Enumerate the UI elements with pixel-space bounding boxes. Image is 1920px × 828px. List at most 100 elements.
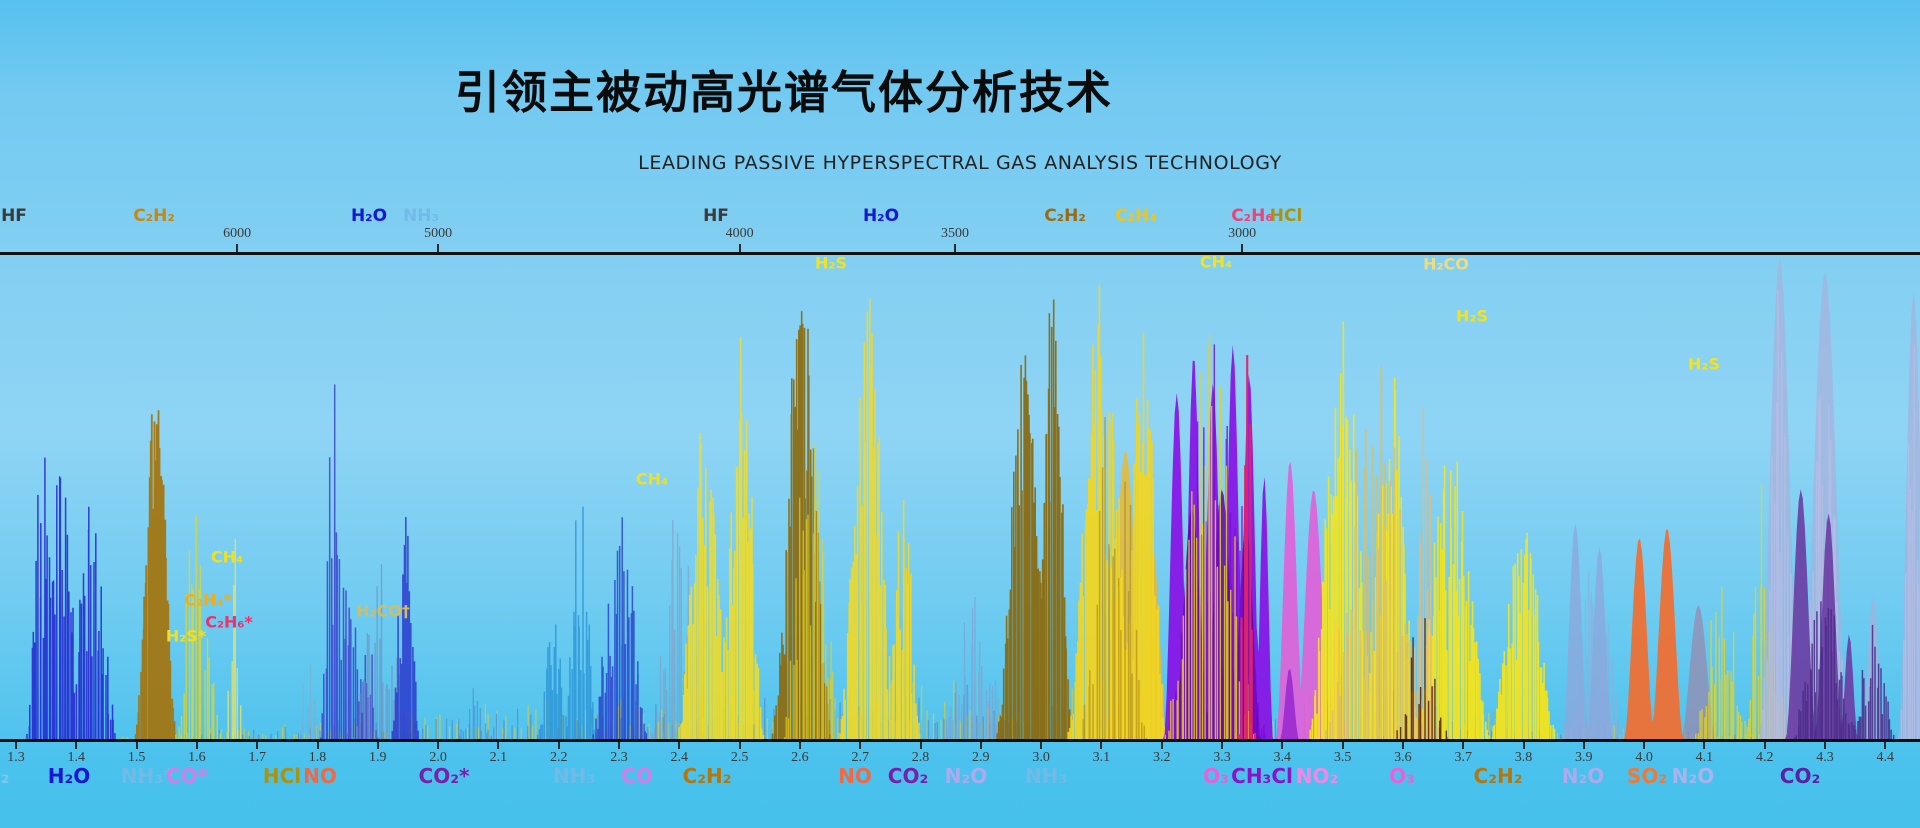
inline-species-label: H₂S	[815, 253, 847, 273]
species-label-bottom: SO₂	[1626, 764, 1668, 788]
species-label-top: H₂O	[862, 206, 900, 226]
species-label-bottom: NO	[303, 764, 337, 788]
bottom-axis-tick	[1281, 742, 1284, 749]
page-title: 引领主被动高光谱气体分析技术	[454, 66, 1114, 119]
bottom-axis-tick	[135, 742, 138, 749]
bottom-axis-tick-label: 2.9	[972, 750, 990, 765]
bottom-axis-tick-label: 2.1	[489, 750, 508, 765]
bottom-axis-tick-label: 4.3	[1816, 750, 1834, 765]
band-band-3.00-brown	[996, 299, 1072, 740]
bottom-axis-tick-label: 2.8	[911, 750, 930, 765]
inline-species-label: C₂H₆*	[205, 612, 253, 632]
bottom-axis-tick	[557, 742, 560, 749]
band-band-2.06-blue	[458, 688, 492, 740]
bottom-axis-tick	[75, 742, 78, 749]
bottom-axis-tick	[798, 742, 801, 749]
inline-species-label: H₂S	[1456, 306, 1488, 326]
inline-species-label: H₂S*	[165, 626, 207, 646]
species-label-bottom: NO₂	[1295, 764, 1339, 788]
bottom-axis-tick	[497, 742, 500, 749]
bottom-axis-tick-label: 1.3	[7, 750, 25, 765]
band-band-2.20-cyan	[536, 506, 597, 740]
band-co2-indigo-lines	[1793, 601, 1895, 740]
bottom-axis-tick	[738, 742, 741, 749]
bottom-axis-tick	[1703, 742, 1706, 749]
species-label-bottom: CO₂	[1779, 764, 1821, 788]
band-orchid-sub-purple	[1276, 668, 1307, 740]
top-axis-tick	[953, 244, 956, 252]
species-label-bottom: C₂H₂	[682, 764, 732, 788]
band-band-2.71-yellow	[839, 298, 921, 740]
species-label-top: C₂H₄	[1115, 206, 1157, 226]
band-crimson-streaks	[1237, 355, 1257, 740]
band-band-2.60-olive	[771, 311, 831, 740]
bottom-axis-tick-label: 3.9	[1575, 750, 1593, 765]
species-label-top: C₂H₆	[1231, 206, 1273, 226]
bottom-axis-tick	[979, 742, 982, 749]
bottom-axis-tick	[678, 742, 681, 749]
bottom-axis-tick	[316, 742, 319, 749]
band-band-1.78-gray	[300, 664, 318, 740]
species-label-bottom: N₂O	[1671, 764, 1715, 788]
bottom-axis-tick	[859, 742, 862, 749]
page-subtitle: LEADING PASSIVE HYPERSPECTRAL GAS ANALYS…	[638, 152, 1282, 174]
bottom-axis-tick	[195, 742, 198, 749]
band-band-1.60-yellow	[175, 515, 221, 740]
band-no2-orchid	[1270, 462, 1352, 740]
band-band-1.66-paleyellow	[227, 539, 242, 740]
species-label-top: C₂H₂	[1044, 206, 1086, 226]
bottom-axis-tick	[1040, 742, 1043, 749]
species-label-bottom: CO₂*	[418, 764, 470, 788]
band-band-1.95-blue	[391, 517, 419, 740]
bottom-axis-tick-label: 3.6	[1394, 750, 1412, 765]
species-label-top: HCl	[1269, 206, 1303, 226]
inline-species-label: H₂CO†	[356, 601, 410, 621]
top-axis-tick	[1241, 244, 1244, 252]
bottom-axis-tick-label: 1.4	[67, 750, 86, 765]
bottom-axis-tick-label: 3.8	[1514, 750, 1533, 765]
species-label-bottom: N₂O	[944, 764, 988, 788]
species-label-bottom: O₃	[1389, 764, 1415, 788]
band-h2o-1.38-blue	[26, 457, 116, 740]
band-band-2.62-yellow	[783, 444, 841, 740]
bottom-axis-tick-label: 1.6	[188, 750, 206, 765]
bottom-axis-tick	[1763, 742, 1766, 749]
bottom-axis-tick-label: 1.7	[248, 750, 266, 765]
inline-species-label: C₂H₄*	[184, 590, 232, 610]
bottom-axis-tick-label: 1.8	[308, 750, 327, 765]
bottom-axis-tick	[1100, 742, 1103, 749]
bottom-axis-tick-label: 2.7	[851, 750, 869, 765]
species-label-bottom: H₂O	[47, 764, 91, 788]
bottom-axis-tick	[1160, 742, 1163, 749]
bottom-axis-tick-label: 1.5	[127, 750, 146, 765]
bottom-axis-tick-label: 3.0	[1032, 750, 1050, 765]
bottom-axis-tick	[1401, 742, 1404, 749]
bottom-axis-tick	[1522, 742, 1525, 749]
species-label-bottom: NH₃*	[120, 764, 174, 788]
species-label-bottom: NO	[838, 764, 872, 788]
species-label-top: NH₃	[403, 206, 439, 226]
top-axis-tick	[738, 244, 741, 252]
bottom-axis-tick	[919, 742, 922, 749]
bottom-axis-line	[0, 739, 1920, 742]
species-label-bottom: HCl	[262, 764, 302, 788]
species-label-bottom: C₂H₂	[1473, 764, 1523, 788]
species-label-top: HF	[703, 206, 729, 226]
bottom-axis-tick-label: 3.2	[1152, 750, 1171, 765]
inline-species-label: CH₄	[210, 547, 244, 567]
top-axis-tick	[236, 244, 239, 252]
bottom-axis-tick	[437, 742, 440, 749]
inline-species-label: H₂CO	[1423, 254, 1469, 274]
bottom-axis-tick-label: 3.4	[1273, 750, 1292, 765]
species-label-bottom: CH₃Cl	[1231, 764, 1293, 788]
top-axis-tick	[437, 244, 440, 252]
bottom-axis-tick-label: 2.4	[670, 750, 689, 765]
bottom-axis-tick-label: 3.3	[1213, 750, 1231, 765]
bottom-axis-tick	[1824, 742, 1826, 749]
species-label-bottom: ₂	[0, 764, 10, 788]
bottom-axis-tick-label: 3.5	[1333, 750, 1352, 765]
bottom-axis-tick-label: 4.1	[1695, 750, 1714, 765]
top-axis-tick-label: 3500	[940, 226, 969, 241]
species-label-top: HF	[1, 206, 27, 226]
bottom-axis-tick	[1884, 742, 1887, 749]
